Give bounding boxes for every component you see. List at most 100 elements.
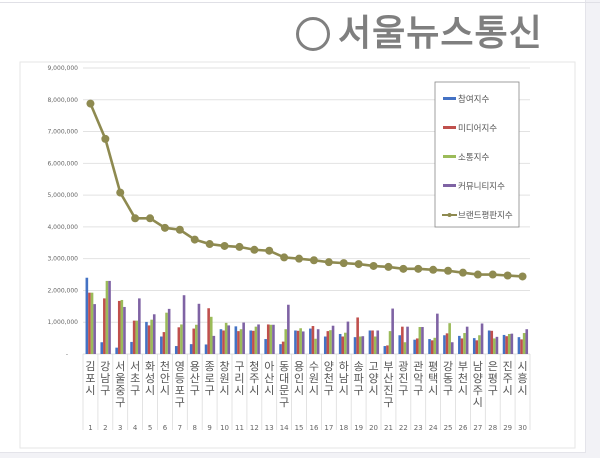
bar-참여지수 <box>368 330 372 354</box>
y-tick-label: 5,000,000 <box>47 192 78 199</box>
category-rank: 25 <box>444 424 453 432</box>
line-point <box>116 188 125 197</box>
bar-커뮤니티지수 <box>242 322 245 354</box>
bar-참여지수 <box>398 335 402 354</box>
bar-소통지수 <box>120 299 124 354</box>
bar-미디어지수 <box>475 340 479 354</box>
bar-커뮤니티지수 <box>123 306 126 354</box>
category-rank: 9 <box>207 424 211 432</box>
bar-커뮤니티지수 <box>316 329 320 354</box>
line-point <box>295 254 304 263</box>
bar-커뮤니티지수 <box>152 314 156 354</box>
watermark-logo-icon <box>296 17 330 51</box>
bar-커뮤니티지수 <box>197 303 201 354</box>
bar-소통지수 <box>358 336 362 354</box>
bar-소통지수 <box>329 330 332 354</box>
bar-커뮤니티지수 <box>406 326 409 354</box>
category-rank: 28 <box>488 424 497 432</box>
line-point <box>429 265 438 274</box>
bar-참여지수 <box>234 326 238 354</box>
bar-소통지수 <box>373 336 377 354</box>
category-rank: 16 <box>309 424 318 432</box>
bar-참여지수 <box>502 334 506 354</box>
line-point <box>324 258 333 267</box>
bar-미디어지수 <box>132 320 136 354</box>
line-point <box>205 240 214 249</box>
category-rank: 8 <box>193 424 197 432</box>
bar-참여지수 <box>294 330 297 354</box>
category-rank: 23 <box>414 424 423 432</box>
bar-미디어지수 <box>177 327 181 354</box>
bar-참여지수 <box>323 336 327 354</box>
bar-커뮤니티지수 <box>391 308 394 354</box>
bar-소통지수 <box>150 319 153 354</box>
category-rank: 27 <box>473 424 482 432</box>
bar-커뮤니티지수 <box>510 333 514 354</box>
legend-label: 참여지수 <box>458 94 489 105</box>
bar-소통지수 <box>478 335 481 354</box>
bar-참여지수 <box>383 346 387 354</box>
line-point <box>265 246 274 255</box>
bar-커뮤니티지수 <box>465 326 469 354</box>
bar-소통지수 <box>507 333 511 354</box>
line-point <box>235 242 244 251</box>
bar-참여지수 <box>279 344 282 354</box>
bar-소통지수 <box>299 328 302 354</box>
bar-소통지수 <box>284 329 288 354</box>
bar-미디어지수 <box>490 330 494 354</box>
line-point <box>220 241 229 250</box>
category-rank: 21 <box>384 424 393 432</box>
bar-커뮤니티지수 <box>93 304 96 354</box>
bar-커뮤니티지수 <box>167 308 171 354</box>
bar-소통지수 <box>105 280 109 354</box>
y-tick-label: 6,000,000 <box>47 160 78 167</box>
bar-참여지수 <box>204 344 208 354</box>
bar-참여지수 <box>517 337 521 354</box>
category-rank: 7 <box>178 424 182 432</box>
bar-참여지수 <box>115 347 118 354</box>
bar-미디어지수 <box>192 328 196 354</box>
bar-미디어지수 <box>356 317 359 354</box>
category-rank: 20 <box>369 424 378 432</box>
bar-참여지수 <box>458 335 461 354</box>
line-point <box>354 260 363 269</box>
bar-소통지수 <box>135 320 139 354</box>
bar-참여지수 <box>309 328 312 354</box>
category-rank: 14 <box>280 424 289 432</box>
bar-커뮤니티지수 <box>376 330 380 354</box>
bar-소통지수 <box>269 324 273 354</box>
category-rank: 19 <box>354 424 363 432</box>
bar-소통지수 <box>209 316 213 354</box>
bar-소통지수 <box>388 331 392 354</box>
category-rank: 6 <box>163 424 168 432</box>
bar-커뮤니티지수 <box>331 325 335 354</box>
line-point <box>473 270 482 279</box>
bar-소통지수 <box>239 329 243 354</box>
line-point <box>503 271 512 280</box>
line-point <box>518 272 527 281</box>
line-point <box>280 253 289 262</box>
category-rank: 5 <box>148 424 152 432</box>
y-tick-label: 2,000,000 <box>47 287 78 294</box>
bar-미디어지수 <box>222 330 225 354</box>
bar-커뮤니티지수 <box>421 326 424 354</box>
bar-커뮤니티지수 <box>495 336 499 354</box>
bar-참여지수 <box>472 338 476 354</box>
line-point <box>131 214 140 223</box>
